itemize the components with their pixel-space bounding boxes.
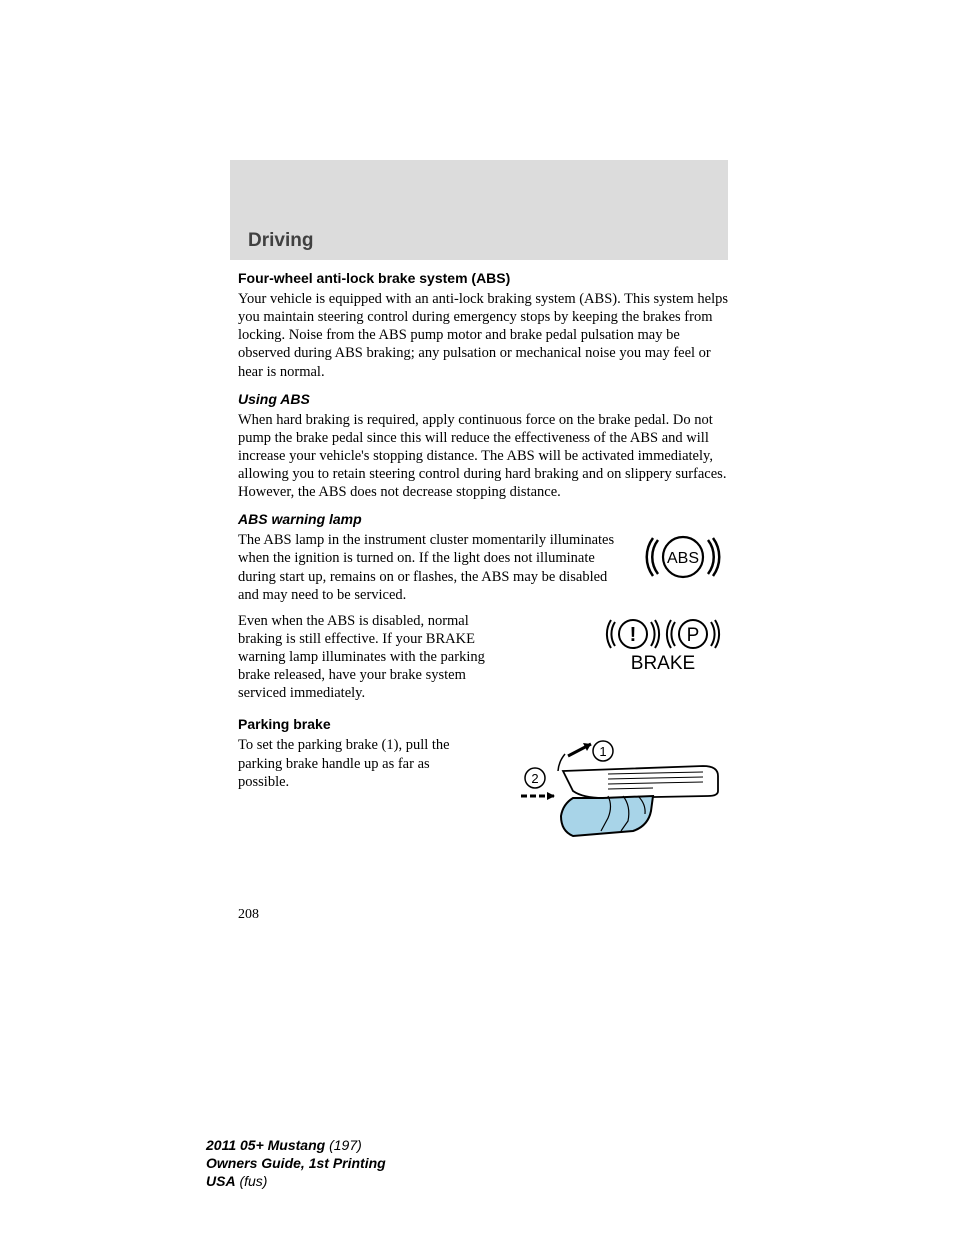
using-abs-body: When hard braking is required, apply con…	[238, 411, 728, 502]
section-title: Driving	[248, 230, 728, 252]
brake-word-label: BRAKE	[631, 653, 695, 674]
footer: 2011 05+ Mustang (197) Owners Guide, 1st…	[206, 1136, 386, 1191]
parking-body: To set the parking brake (1), pull the p…	[238, 736, 478, 790]
callout-2: 2	[531, 771, 538, 786]
footer-model: 2011 05+ Mustang	[206, 1137, 325, 1153]
callout-1: 1	[599, 744, 606, 759]
footer-region: USA	[206, 1173, 236, 1189]
brake-p-label: P	[687, 625, 700, 646]
page-content: Driving Four-wheel anti-lock brake syste…	[238, 160, 728, 923]
footer-line3: USA (fus)	[206, 1172, 386, 1190]
parking-brake-diagram: 1 2	[513, 736, 728, 851]
page-number: 208	[238, 907, 728, 923]
using-abs-heading: Using ABS	[238, 391, 728, 407]
abs-lamp-body2: Even when the ABS is disabled, normal br…	[238, 612, 498, 703]
footer-region-code: (fus)	[239, 1173, 267, 1189]
abs-lamp-heading: ABS warning lamp	[238, 511, 728, 527]
abs-warning-icon: ABS	[638, 531, 728, 588]
footer-line2: Owners Guide, 1st Printing	[206, 1154, 386, 1172]
brake-exclaim-label: !	[630, 624, 637, 646]
abs-heading: Four-wheel anti-lock brake system (ABS)	[238, 270, 728, 286]
parking-heading: Parking brake	[238, 716, 728, 732]
abs-icon-label: ABS	[667, 550, 699, 567]
footer-code: (197)	[329, 1137, 362, 1153]
brake-warning-icon: ! P BRAKE	[598, 612, 728, 679]
abs-body: Your vehicle is equipped with an anti-lo…	[238, 290, 728, 381]
footer-line1: 2011 05+ Mustang (197)	[206, 1136, 386, 1154]
section-header-bar: Driving	[230, 160, 728, 260]
